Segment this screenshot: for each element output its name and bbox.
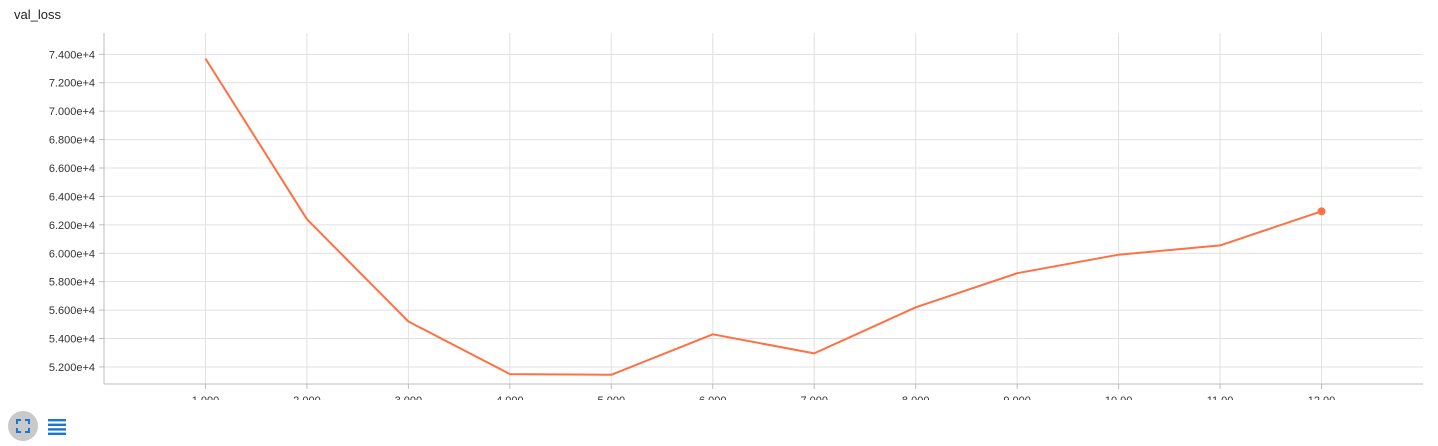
- y-tick-label: 6.200e+4: [49, 220, 95, 232]
- x-tick-label: 4.000: [496, 395, 524, 400]
- fullscreen-icon: [16, 419, 30, 433]
- x-tick-label: 2.000: [293, 395, 321, 400]
- x-tick-label: 5.000: [598, 395, 626, 400]
- x-tick-label: 3.000: [395, 395, 423, 400]
- x-tick-label: 8.000: [902, 395, 930, 400]
- y-tick-label: 5.400e+4: [49, 334, 95, 346]
- y-tick-label: 7.400e+4: [49, 49, 95, 61]
- y-tick-label: 5.600e+4: [49, 305, 95, 317]
- y-tick-label: 6.400e+4: [49, 191, 95, 203]
- chart-controls: [8, 410, 68, 442]
- x-tick-label: 7.000: [800, 395, 828, 400]
- y-tick-label: 6.000e+4: [49, 248, 95, 260]
- x-tick-label: 1.000: [192, 395, 220, 400]
- list-icon: [48, 419, 66, 435]
- x-tick-label: 12.00: [1308, 395, 1336, 400]
- series-line: [204, 58, 1322, 376]
- y-tick-label: 7.000e+4: [49, 106, 95, 118]
- x-tick-label: 6.000: [699, 395, 727, 400]
- y-tick-label: 5.800e+4: [49, 277, 95, 289]
- y-tick-label: 5.200e+4: [49, 362, 95, 374]
- y-tick-label: 7.200e+4: [49, 78, 95, 90]
- chart-title: val_loss: [14, 7, 61, 22]
- last-point-marker: [1317, 207, 1326, 216]
- y-tick-label: 6.800e+4: [49, 135, 95, 147]
- line-chart: 5.200e+4 5.400e+4 5.600e+4 5.800e+4 6.000e+4…: [49, 33, 1423, 400]
- x-tick-label: 10.00: [1105, 395, 1133, 400]
- x-tick-label: 9.000: [1003, 395, 1031, 400]
- x-tick-label: 11.00: [1207, 395, 1234, 400]
- toggle-data-button[interactable]: [46, 415, 68, 437]
- expand-chart-button[interactable]: [8, 411, 38, 441]
- y-tick-label: 6.600e+4: [49, 163, 95, 175]
